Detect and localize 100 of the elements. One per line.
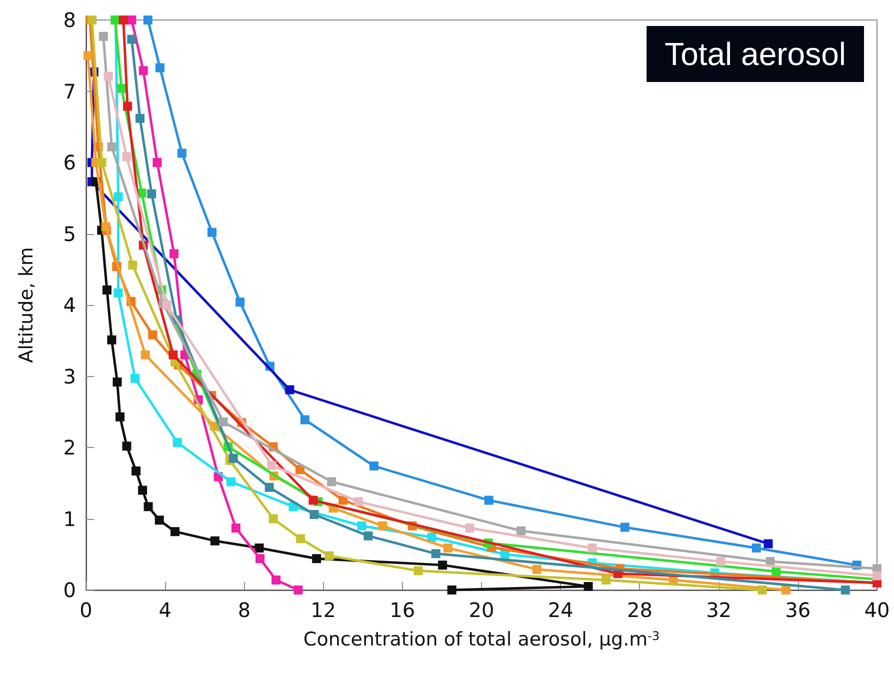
x-tick-label: 16 bbox=[390, 598, 416, 622]
point bbox=[295, 465, 304, 474]
point bbox=[138, 66, 148, 76]
point bbox=[118, 16, 128, 24]
point bbox=[132, 466, 141, 476]
point bbox=[357, 521, 366, 530]
point bbox=[228, 454, 238, 463]
point bbox=[226, 477, 236, 486]
point bbox=[122, 442, 132, 451]
point bbox=[716, 557, 726, 566]
point bbox=[369, 462, 378, 471]
point bbox=[752, 543, 761, 552]
point bbox=[364, 531, 373, 540]
point bbox=[143, 16, 152, 24]
point bbox=[170, 249, 178, 258]
point bbox=[285, 385, 294, 394]
point bbox=[172, 438, 182, 448]
point bbox=[170, 527, 180, 536]
point bbox=[300, 415, 310, 424]
point bbox=[114, 288, 123, 298]
x-tick-label: 24 bbox=[548, 598, 574, 622]
x-tick-label: 12 bbox=[310, 598, 336, 622]
x-tick-label: 4 bbox=[158, 598, 172, 622]
point bbox=[144, 502, 153, 512]
point bbox=[840, 586, 850, 594]
point bbox=[107, 142, 116, 152]
x-tick-label: 20 bbox=[468, 598, 494, 622]
point bbox=[97, 158, 106, 167]
point bbox=[308, 496, 318, 505]
point bbox=[98, 32, 108, 41]
point bbox=[168, 350, 178, 360]
point bbox=[177, 148, 186, 158]
point bbox=[758, 586, 767, 594]
point bbox=[294, 586, 303, 594]
point bbox=[122, 152, 132, 162]
y-axis-title: Altitude, km bbox=[16, 247, 38, 363]
point bbox=[112, 377, 122, 386]
text: Total aerosol bbox=[664, 36, 846, 72]
point bbox=[312, 554, 322, 564]
point bbox=[218, 417, 228, 426]
point bbox=[127, 16, 136, 24]
point bbox=[107, 335, 116, 344]
point bbox=[254, 543, 264, 552]
x-tick-label: 32 bbox=[706, 598, 732, 622]
y-tick-label: 5 bbox=[63, 222, 76, 246]
point bbox=[123, 102, 132, 111]
point bbox=[130, 374, 140, 383]
point bbox=[447, 586, 456, 594]
point bbox=[207, 228, 216, 237]
point bbox=[104, 72, 113, 81]
point bbox=[127, 34, 136, 44]
point bbox=[140, 350, 150, 360]
point bbox=[414, 566, 423, 576]
point bbox=[162, 300, 172, 310]
point bbox=[443, 543, 452, 552]
point bbox=[154, 516, 164, 525]
point bbox=[147, 189, 156, 198]
point bbox=[782, 586, 791, 594]
point bbox=[327, 477, 336, 486]
point bbox=[210, 536, 220, 546]
x-tick-label: 40 bbox=[864, 598, 890, 622]
y-tick-label: 7 bbox=[63, 79, 76, 104]
point bbox=[268, 514, 278, 524]
point bbox=[427, 532, 436, 542]
y-tick-label: 1 bbox=[63, 506, 76, 531]
point bbox=[135, 114, 144, 123]
point bbox=[236, 298, 245, 307]
point bbox=[602, 576, 611, 585]
point bbox=[484, 496, 494, 505]
point bbox=[465, 524, 474, 533]
y-tick-label: 2 bbox=[63, 436, 76, 460]
point bbox=[231, 524, 240, 533]
x-tick-label: 28 bbox=[626, 598, 652, 622]
point bbox=[117, 84, 126, 93]
y-tick-label: 3 bbox=[63, 364, 76, 388]
x-tick-label: 36 bbox=[785, 598, 811, 622]
point bbox=[438, 560, 448, 570]
point bbox=[114, 192, 123, 202]
point bbox=[155, 63, 164, 72]
y-tick-label: 0 bbox=[63, 578, 76, 602]
point bbox=[116, 412, 125, 422]
point bbox=[620, 522, 630, 532]
point bbox=[516, 526, 526, 536]
point bbox=[138, 486, 148, 495]
point bbox=[83, 51, 92, 60]
point bbox=[128, 260, 138, 270]
point bbox=[256, 554, 265, 564]
point bbox=[152, 158, 162, 167]
point bbox=[872, 571, 882, 580]
point bbox=[772, 566, 781, 576]
point bbox=[378, 521, 388, 530]
point bbox=[532, 564, 542, 574]
point bbox=[324, 551, 334, 560]
y-tick-label: 4 bbox=[63, 293, 76, 317]
point bbox=[296, 534, 306, 544]
point bbox=[101, 222, 110, 232]
point bbox=[267, 460, 276, 470]
point bbox=[272, 576, 281, 585]
point bbox=[102, 286, 112, 295]
point bbox=[764, 539, 773, 548]
